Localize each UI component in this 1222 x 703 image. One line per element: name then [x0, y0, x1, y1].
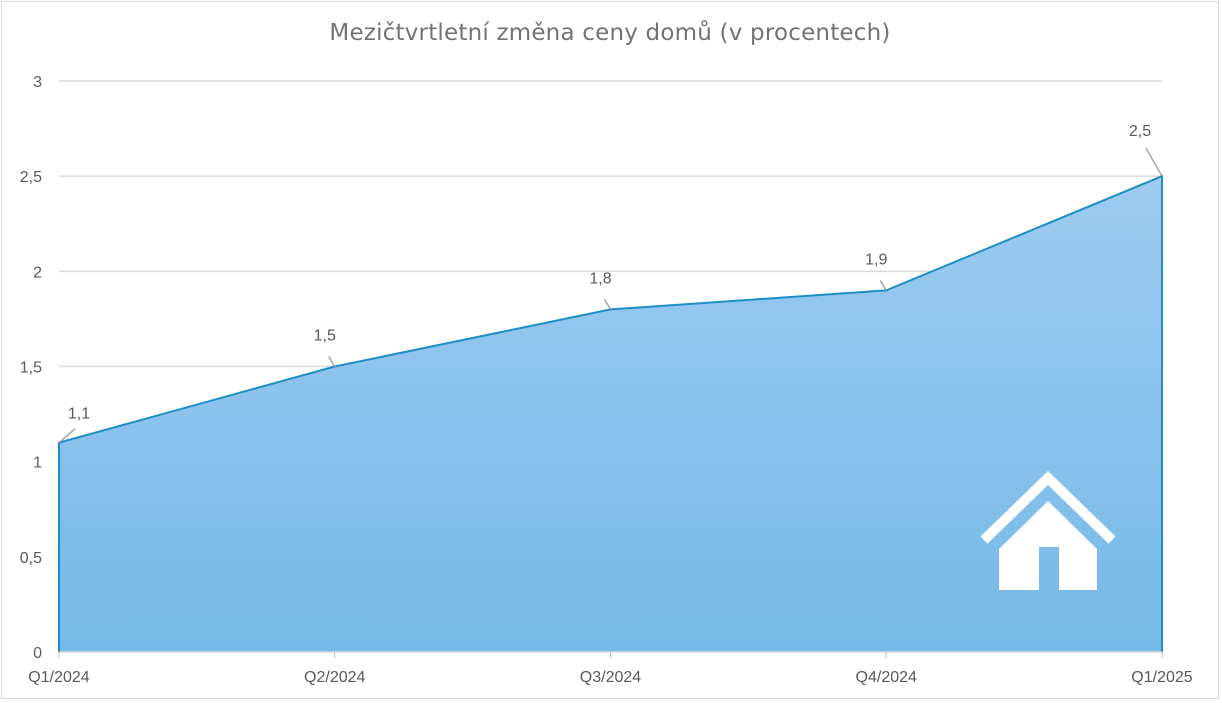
leader-line	[1145, 147, 1163, 177]
x-tick-label: Q4/2024	[856, 669, 917, 686]
axes: Q1/2024 Q2/2024 Q3/2024 Q4/2024 Q1/2025	[28, 651, 1193, 686]
x-tick-label: Q3/2024	[580, 669, 641, 686]
y-tick-label: 0	[33, 645, 42, 662]
chart-title: Mezičtvrtletní změna ceny domů (v procen…	[329, 20, 891, 46]
y-tick-label: 2,5	[20, 169, 42, 186]
x-tick-label: Q2/2024	[304, 669, 365, 686]
x-tick-label: Q1/2025	[1131, 669, 1192, 686]
leader-line	[328, 356, 336, 367]
leader-line	[603, 299, 612, 310]
leader-line	[879, 279, 887, 291]
house-icon	[980, 471, 1116, 590]
y-tick-label: 2	[33, 264, 42, 281]
y-tick-label: 3	[33, 74, 42, 91]
x-tick-label: Q1/2024	[28, 669, 89, 686]
data-label: 1,5	[314, 328, 336, 345]
y-tick-label: 0,5	[20, 550, 42, 567]
y-tick-label: 1	[33, 455, 42, 472]
area-series	[58, 174, 1163, 652]
data-label: 2,5	[1129, 123, 1151, 140]
data-labels: 1,1 1,5 1,8 1,9 2,5	[58, 123, 1163, 444]
data-label: 1,1	[68, 406, 90, 423]
y-tick-label: 1,5	[20, 360, 42, 377]
data-label: 1,9	[865, 251, 887, 268]
leader-line	[58, 428, 76, 444]
area-fill	[59, 176, 1162, 652]
data-label: 1,8	[589, 270, 611, 287]
